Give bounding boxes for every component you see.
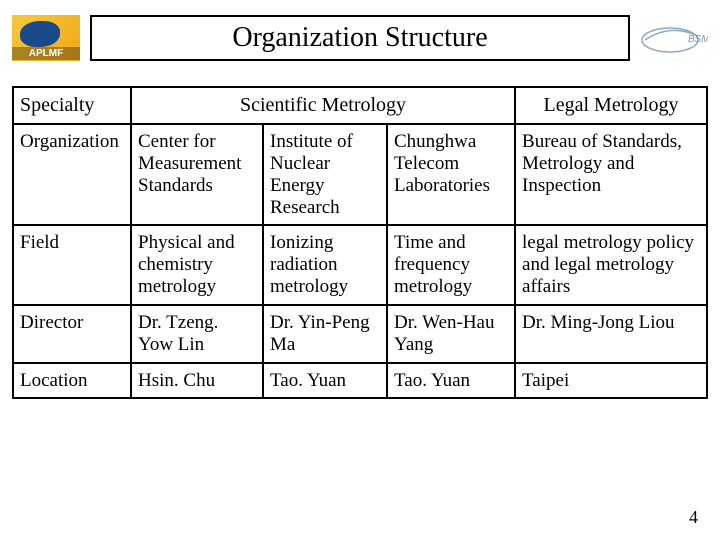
header-specialty: Specialty — [13, 87, 131, 124]
cell: Chunghwa Telecom Laboratories — [387, 124, 515, 225]
page-title: Organization Structure — [90, 15, 630, 61]
table-row: Organization Center for Measurement Stan… — [13, 124, 707, 225]
cell: Taipei — [515, 363, 707, 399]
header-row: Organization Structure BSMI — [12, 15, 708, 61]
table-row: Location Hsin. Chu Tao. Yuan Tao. Yuan T… — [13, 363, 707, 399]
row-label: Field — [13, 225, 131, 305]
page-number: 4 — [689, 507, 698, 528]
header-legal: Legal Metrology — [515, 87, 707, 124]
cell: Time and frequency metrology — [387, 225, 515, 305]
header-scientific: Scientific Metrology — [131, 87, 515, 124]
cell: Institute of Nuclear Energy Research — [263, 124, 387, 225]
cell: Bureau of Standards, Metrology and Inspe… — [515, 124, 707, 225]
cell: legal metrology policy and legal metrolo… — [515, 225, 707, 305]
cell: Tao. Yuan — [387, 363, 515, 399]
bsmi-logo-icon: BSMI — [640, 18, 708, 58]
aplmf-logo-icon — [12, 15, 80, 61]
cell: Physical and chemistry metrology — [131, 225, 263, 305]
cell: Dr. Tzeng. Yow Lin — [131, 305, 263, 363]
table-row: Director Dr. Tzeng. Yow Lin Dr. Yin-Peng… — [13, 305, 707, 363]
cell: Ionizing radiation metrology — [263, 225, 387, 305]
cell: Center for Measurement Standards — [131, 124, 263, 225]
cell: Dr. Ming-Jong Liou — [515, 305, 707, 363]
svg-text:BSMI: BSMI — [688, 34, 708, 45]
cell: Dr. Yin-Peng Ma — [263, 305, 387, 363]
table-row: Field Physical and chemistry metrology I… — [13, 225, 707, 305]
cell: Dr. Wen-Hau Yang — [387, 305, 515, 363]
cell: Hsin. Chu — [131, 363, 263, 399]
organization-table: Specialty Scientific Metrology Legal Met… — [12, 86, 708, 399]
row-label: Organization — [13, 124, 131, 225]
table-header-row: Specialty Scientific Metrology Legal Met… — [13, 87, 707, 124]
row-label: Location — [13, 363, 131, 399]
cell: Tao. Yuan — [263, 363, 387, 399]
row-label: Director — [13, 305, 131, 363]
